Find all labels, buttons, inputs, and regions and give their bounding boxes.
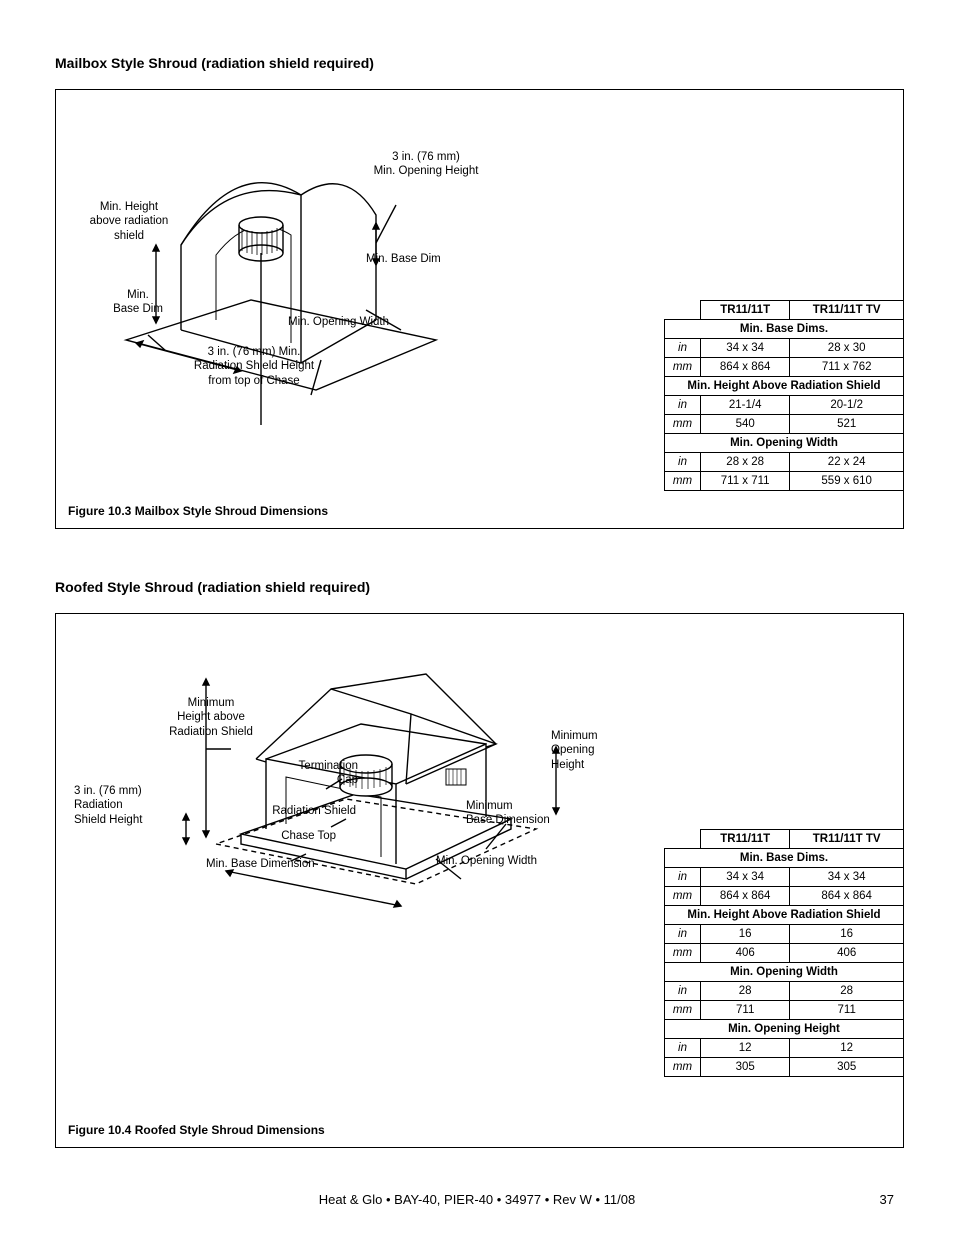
t1-r1-mm-u: mm — [665, 358, 701, 377]
t1-col1: TR11/11T — [701, 301, 790, 320]
t1-col2: TR11/11T TV — [790, 301, 904, 320]
lbl-base-dim-right: Min. Base Dim — [366, 252, 466, 266]
t2-r1-mm-2: 864 x 864 — [790, 887, 904, 906]
t2-r1-in-u: in — [665, 868, 701, 887]
t1-r3-in-2: 22 x 24 — [790, 453, 904, 472]
section1-title: Mailbox Style Shroud (radiation shield r… — [55, 55, 904, 71]
t2-r2-in-u: in — [665, 925, 701, 944]
t2-r4-in-1: 12 — [701, 1039, 790, 1058]
lbl2-min-base-bottom: Min. Base Dimension — [206, 857, 356, 871]
lbl2-min-opening-width: Min. Opening Width — [436, 854, 576, 868]
figure-10-4-box: MinimumHeight aboveRadiation Shield Term… — [55, 613, 904, 1148]
t2-r2: Min. Height Above Radiation Shield — [665, 906, 904, 925]
section2-title: Roofed Style Shroud (radiation shield re… — [55, 579, 904, 595]
t1-r3-mm-1: 711 x 711 — [701, 472, 790, 491]
t2-r4: Min. Opening Height — [665, 1020, 904, 1039]
lbl2-rad-shield-height: 3 in. (76 mm)RadiationShield Height — [74, 784, 174, 827]
lbl2-chase-top: Chase Top — [256, 829, 336, 843]
t1-r2-mm-u: mm — [665, 415, 701, 434]
t1-r3-in-1: 28 x 28 — [701, 453, 790, 472]
t1-r1-in-2: 28 x 30 — [790, 339, 904, 358]
t1-r2: Min. Height Above Radiation Shield — [665, 377, 904, 396]
figure-10-4-caption: Figure 10.4 Roofed Style Shroud Dimensio… — [68, 1123, 325, 1137]
t2-r3-mm-1: 711 — [701, 1001, 790, 1020]
figure-10-3-box: 3 in. (76 mm)Min. Opening Height Min. He… — [55, 89, 904, 529]
t2-r4-mm-u: mm — [665, 1058, 701, 1077]
roofed-dimensions-table: TR11/11TTR11/11T TV Min. Base Dims. in34… — [664, 829, 904, 1077]
t2-r1-mm-1: 864 x 864 — [701, 887, 790, 906]
t1-r3-mm-u: mm — [665, 472, 701, 491]
t1-r3-mm-2: 559 x 610 — [790, 472, 904, 491]
t2-r3-mm-u: mm — [665, 1001, 701, 1020]
t2-col1: TR11/11T — [701, 830, 790, 849]
lbl-opening-width: Min. Opening Width — [288, 315, 428, 329]
t2-r4-mm-2: 305 — [790, 1058, 904, 1077]
t2-r2-mm-u: mm — [665, 944, 701, 963]
t2-r2-mm-1: 406 — [701, 944, 790, 963]
lbl2-term-cap: TerminationCap — [278, 759, 358, 788]
t2-r3: Min. Opening Width — [665, 963, 904, 982]
t2-col2: TR11/11T TV — [790, 830, 904, 849]
t2-r4-in-u: in — [665, 1039, 701, 1058]
t2-r1-in-1: 34 x 34 — [701, 868, 790, 887]
t2-r4-mm-1: 305 — [701, 1058, 790, 1077]
lbl-opening-height: 3 in. (76 mm)Min. Opening Height — [356, 150, 496, 179]
t1-r2-mm-2: 521 — [790, 415, 904, 434]
t1-r3: Min. Opening Width — [665, 434, 904, 453]
t1-r1-mm-2: 711 x 762 — [790, 358, 904, 377]
t1-r2-mm-1: 540 — [701, 415, 790, 434]
t2-r3-in-u: in — [665, 982, 701, 1001]
t1-r2-in-u: in — [665, 396, 701, 415]
t2-r1-mm-u: mm — [665, 887, 701, 906]
lbl2-min-height: MinimumHeight aboveRadiation Shield — [156, 696, 266, 739]
page-footer: Heat & Glo • BAY-40, PIER-40 • 34977 • R… — [0, 1192, 954, 1207]
t1-r1-in-1: 34 x 34 — [701, 339, 790, 358]
lbl-min-height-above: Min. Heightabove radiationshield — [74, 200, 184, 243]
t2-r2-mm-2: 406 — [790, 944, 904, 963]
lbl2-min-opening-height: MinimumOpeningHeight — [551, 729, 621, 772]
page-number: 37 — [880, 1192, 894, 1207]
lbl2-rad-shield: Radiation Shield — [256, 804, 356, 818]
t2-r3-mm-2: 711 — [790, 1001, 904, 1020]
t1-r1: Min. Base Dims. — [665, 320, 904, 339]
mailbox-dimensions-table: TR11/11TTR11/11T TV Min. Base Dims. in34… — [664, 300, 904, 491]
t2-r3-in-1: 28 — [701, 982, 790, 1001]
t1-r2-in-1: 21-1/4 — [701, 396, 790, 415]
figure-10-3-caption: Figure 10.3 Mailbox Style Shroud Dimensi… — [68, 504, 328, 518]
t2-r3-in-2: 28 — [790, 982, 904, 1001]
t1-r1-in-u: in — [665, 339, 701, 358]
t2-r1: Min. Base Dims. — [665, 849, 904, 868]
lbl-rad-shield: 3 in. (76 mm) Min.Radiation Shield Heigh… — [164, 345, 344, 388]
t2-r4-in-2: 12 — [790, 1039, 904, 1058]
t1-r3-in-u: in — [665, 453, 701, 472]
t1-r1-mm-1: 864 x 864 — [701, 358, 790, 377]
lbl2-min-base-right: MinimumBase Dimension — [466, 799, 576, 828]
t2-r2-in-1: 16 — [701, 925, 790, 944]
t2-r2-in-2: 16 — [790, 925, 904, 944]
t1-r2-in-2: 20-1/2 — [790, 396, 904, 415]
t2-r1-in-2: 34 x 34 — [790, 868, 904, 887]
lbl-base-dim-left: Min.Base Dim — [98, 288, 178, 317]
